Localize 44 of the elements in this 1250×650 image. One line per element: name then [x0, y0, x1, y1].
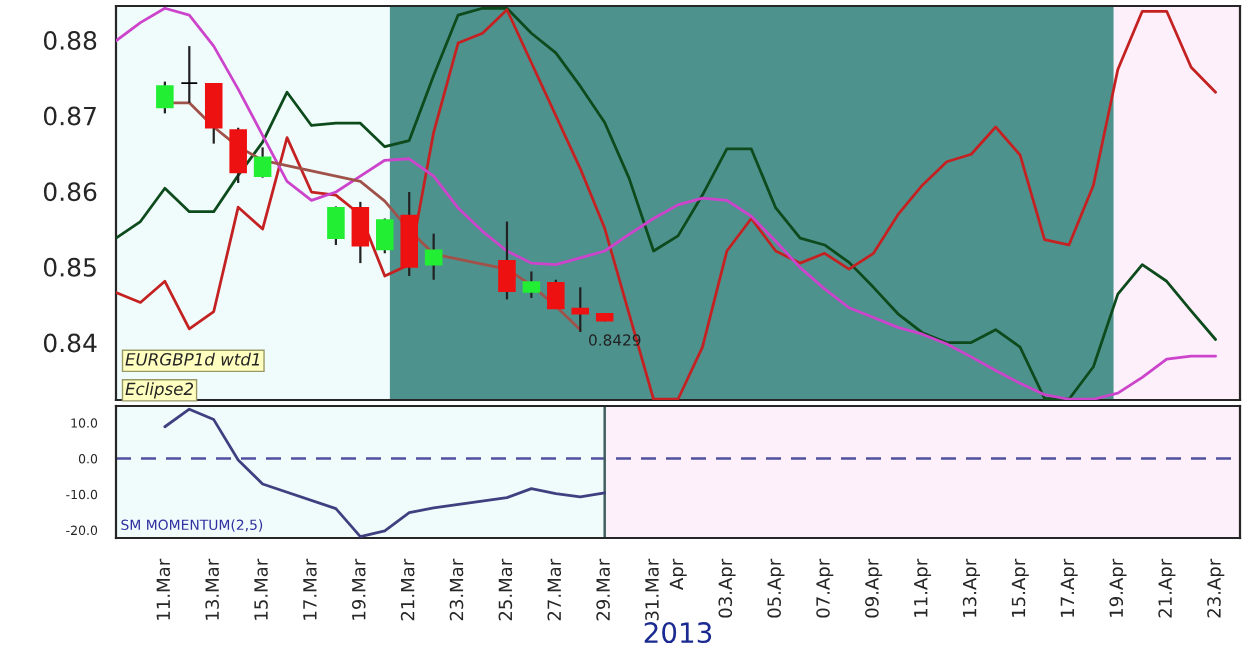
candlestick — [229, 126, 247, 185]
y-tick-label: 0.84 — [43, 333, 97, 353]
x-tick-label: 15.Mar — [254, 558, 268, 620]
y-tick-label: 0.87 — [43, 106, 96, 126]
x-tick-label: 11.Mar — [156, 558, 171, 620]
candlestick — [376, 217, 394, 255]
x-tick-label: 13.Apr — [962, 558, 980, 617]
x-tick-label: 21.Apr — [1158, 558, 1176, 618]
annotation: EURGBP1d wtd1 — [125, 352, 260, 366]
x-tick-label: 11.Apr — [914, 558, 932, 617]
x-tick-label: 05.Apr — [767, 558, 785, 618]
x-tick-label: 15.Apr — [1011, 558, 1029, 617]
x-tick-label: 25.Mar — [498, 558, 513, 621]
candlestick — [547, 278, 565, 310]
candlestick — [156, 80, 174, 115]
candlestick — [424, 232, 443, 281]
candlestick — [327, 205, 345, 247]
x-tick-label: 19.Apr — [1109, 558, 1127, 617]
x-tick-label: 29.Mar — [596, 558, 610, 621]
x-tick-label: 21.Mar — [400, 558, 415, 621]
x-tick-label: 03.Apr — [718, 558, 736, 618]
x-tick-label: Apr — [669, 558, 687, 590]
candlestick — [253, 146, 272, 179]
x-tick-label: 13.Mar — [205, 558, 219, 620]
x-tick-label: 09.Apr — [865, 558, 883, 618]
y-tick-label: 0.88 — [43, 30, 97, 50]
candlestick — [522, 270, 541, 300]
x-tick-label: 07.Apr — [816, 558, 834, 618]
candlestick — [498, 220, 516, 301]
x-tick-label: 27.Mar — [547, 558, 562, 621]
x-tick-label: 23.Apr — [1207, 558, 1225, 618]
candlestick — [571, 286, 590, 334]
y-tick-label: 0.86 — [43, 182, 97, 202]
x-tick-label: 31.Mar — [645, 558, 659, 621]
candlestick — [351, 200, 370, 265]
x-tick-label: 23.Mar — [449, 558, 464, 621]
x-tick-label: 19.Mar — [351, 558, 366, 620]
annotation: Eclipse2 — [125, 382, 194, 399]
candlestick — [204, 82, 223, 145]
y-tick-label: 0.85 — [43, 257, 96, 277]
candlestick — [180, 44, 199, 104]
x-axis-title: 2013 — [644, 622, 712, 644]
x-tick-label: 17.Mar — [303, 558, 317, 620]
x-tick-label: 17.Apr — [1060, 558, 1078, 617]
